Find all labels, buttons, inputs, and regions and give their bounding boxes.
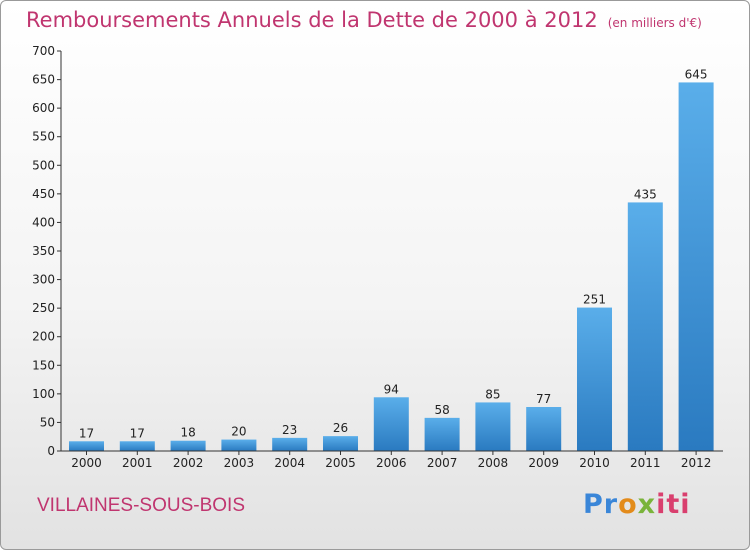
y-tick-label: 700: [32, 44, 55, 58]
data-label: 58: [434, 403, 449, 417]
bar: [69, 441, 104, 451]
data-label: 251: [583, 293, 606, 307]
bar: [475, 402, 511, 451]
data-label: 85: [485, 387, 500, 401]
bar: [221, 439, 257, 451]
data-label: 17: [79, 426, 94, 440]
y-tick-label: 400: [32, 215, 55, 229]
bar: [272, 437, 308, 451]
x-tick-label: 2011: [630, 456, 661, 470]
x-tick-label: 2005: [325, 456, 356, 470]
x-tick-label: 2008: [478, 456, 509, 470]
y-tick-label: 500: [32, 158, 55, 172]
y-tick-label: 450: [32, 187, 55, 201]
proxiti-logo: Proxiti: [583, 489, 691, 520]
chart-title: Remboursements Annuels de la Dette de 20…: [26, 8, 702, 32]
x-tick-label: 2002: [173, 456, 204, 470]
data-label: 26: [333, 421, 348, 435]
x-tick-label: 2004: [274, 456, 305, 470]
data-label: 77: [536, 392, 551, 406]
x-tick-label: 2006: [376, 456, 407, 470]
y-tick-label: 300: [32, 273, 55, 287]
bar: [577, 307, 612, 451]
x-tick-label: 2000: [71, 456, 102, 470]
x-tick-label: 2003: [224, 456, 255, 470]
y-tick-label: 200: [32, 330, 55, 344]
bar: [627, 202, 663, 451]
data-label: 23: [282, 423, 297, 437]
bar: [119, 441, 155, 451]
bar: [424, 417, 460, 451]
bar: [526, 407, 562, 451]
chart-unit: (en milliers d'€): [607, 16, 702, 30]
bar: [323, 436, 358, 451]
y-tick-label: 150: [32, 358, 55, 372]
x-tick-label: 2010: [579, 456, 610, 470]
y-tick-label: 650: [32, 73, 55, 87]
data-label: 17: [130, 426, 145, 440]
y-tick-label: 0: [47, 444, 55, 458]
x-tick-label: 2012: [681, 456, 712, 470]
x-tick-label: 2001: [122, 456, 153, 470]
y-tick-label: 550: [32, 130, 55, 144]
y-tick-label: 250: [32, 301, 55, 315]
x-tick-label: 2009: [528, 456, 559, 470]
bar: [373, 397, 409, 451]
data-label: 18: [180, 426, 195, 440]
y-tick-label: 100: [32, 387, 55, 401]
data-label: 435: [634, 187, 657, 201]
bar: [170, 440, 206, 451]
y-tick-label: 350: [32, 244, 55, 258]
chart-title-text: Remboursements Annuels de la Dette de 20…: [26, 8, 598, 32]
x-tick-label: 2007: [427, 456, 458, 470]
y-tick-label: 50: [40, 415, 55, 429]
commune-name: VILLAINES-SOUS-BOIS: [37, 495, 246, 516]
data-label: 94: [384, 382, 399, 396]
y-tick-label: 600: [32, 101, 55, 115]
bar: [678, 82, 714, 451]
data-label: 645: [685, 67, 708, 81]
data-label: 20: [231, 425, 246, 439]
